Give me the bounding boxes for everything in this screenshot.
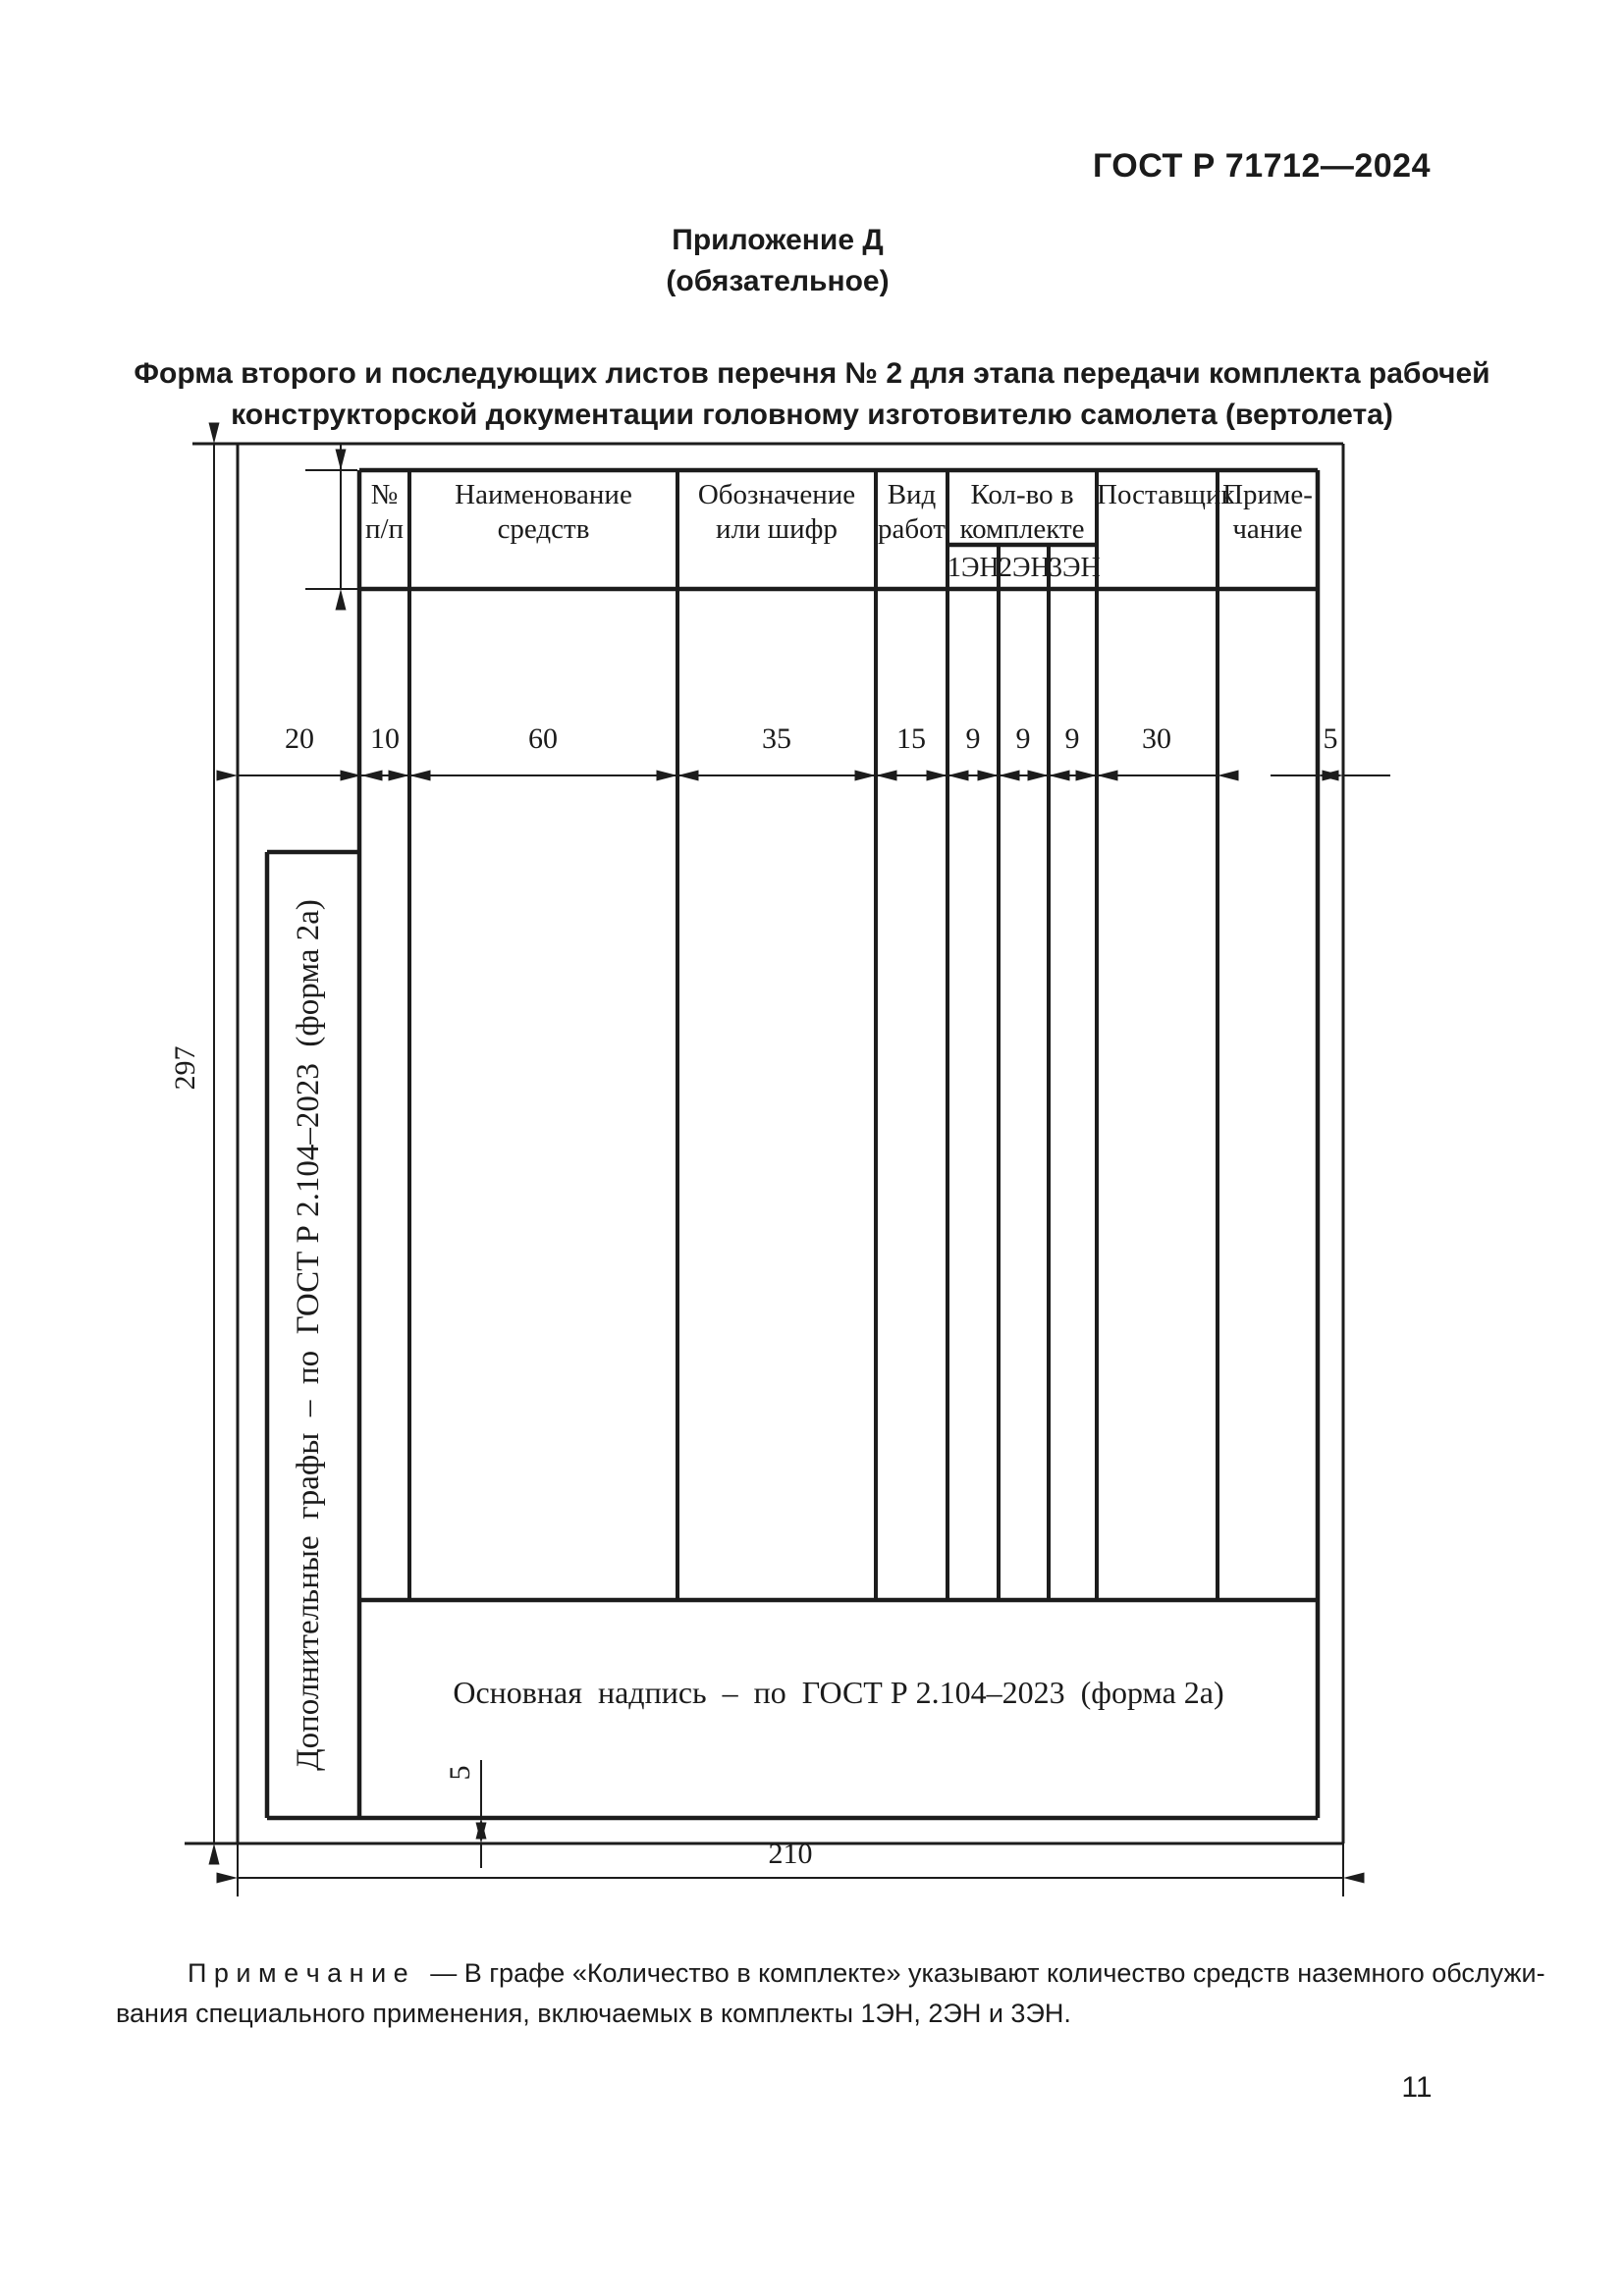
column-header-designation: Обозначение или шифр <box>697 479 856 545</box>
dim-label-9c: 9 <box>1064 722 1080 755</box>
dim-label-5-bottom: 5 <box>444 1765 476 1781</box>
dim-label-9a: 9 <box>965 722 981 755</box>
column-header-work-type: Вид работ <box>878 479 946 545</box>
dim-label-297: 297 <box>169 1045 201 1091</box>
note-line1: П р и м е ч а н и е — В графе «Количеств… <box>188 1958 1545 1988</box>
column-header-name: Наименование средств <box>455 479 632 545</box>
column-header-qty: Кол-во в комплекте <box>959 479 1085 545</box>
dim-label-60: 60 <box>528 722 558 755</box>
dim-label-30: 30 <box>1142 722 1171 755</box>
dim-label-210: 210 <box>768 1838 813 1870</box>
column-header-qty-1en: 1ЭН <box>947 553 1000 583</box>
column-header-number: № п/п <box>364 479 405 545</box>
dim-label-10: 10 <box>370 722 400 755</box>
form-title-line2: конструкторской документации головному и… <box>231 399 1393 431</box>
column-header-remark: Приме- чание <box>1222 479 1313 545</box>
note-line2: вания специального применения, включаемы… <box>116 1999 1071 2028</box>
form-frame <box>264 467 1321 1821</box>
dim-label-9b: 9 <box>1015 722 1031 755</box>
additional-columns-label: Дополнительные графы – по ГОСТ Р 2.104–2… <box>291 899 326 1771</box>
column-header-qty-3en: 3ЭН <box>1049 553 1101 583</box>
dim-label-20: 20 <box>285 722 314 755</box>
dim-label-5-right: 5 <box>1323 722 1338 755</box>
sheet-outline <box>185 442 1345 1845</box>
appendix-kind: (обязательное) <box>666 265 890 297</box>
column-header-supplier: Поставщик <box>1097 479 1235 510</box>
dim-label-15: 15 <box>896 722 926 755</box>
column-lines <box>407 470 1219 1600</box>
appendix-title: Приложение Д <box>672 224 884 256</box>
main-inscription-label: Основная надпись – по ГОСТ Р 2.104–2023 … <box>453 1675 1224 1710</box>
dim-label-35: 35 <box>762 722 791 755</box>
form-title-line1: Форма второго и последующих листов переч… <box>134 357 1490 390</box>
dimension-lines <box>208 422 1390 1896</box>
column-header-qty-2en: 2ЭН <box>999 553 1051 583</box>
doc-number: ГОСТ Р 71712—2024 <box>1092 147 1431 185</box>
page-number: 11 <box>1401 2071 1433 2104</box>
